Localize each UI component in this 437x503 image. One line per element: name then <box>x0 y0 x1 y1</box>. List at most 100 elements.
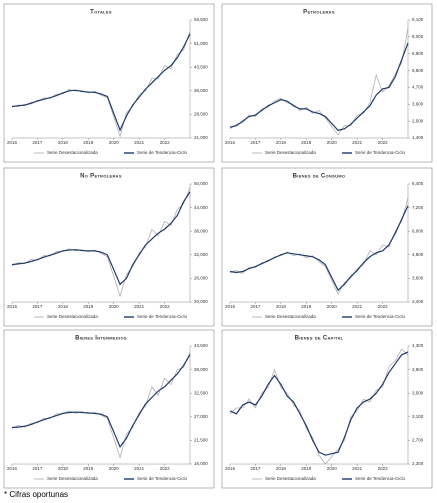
panel: Petroleras 1,400 2,500 3,600 4,700 5,800 6,900… <box>221 3 433 163</box>
y-tick-label: 3,600 <box>412 101 424 106</box>
x-tick-label: 2021 <box>352 304 363 309</box>
x-tick-label: 2016 <box>7 466 18 471</box>
panel-title: Bienes de Consumo <box>293 174 346 180</box>
legend-label: Serie Desestacionalizada <box>47 476 98 481</box>
x-tick-label: 2016 <box>225 466 236 471</box>
x-tick-label: 2020 <box>327 140 338 145</box>
panel-frame <box>3 167 215 327</box>
y-tick-label: 3,100 <box>412 414 424 419</box>
y-tick-label: 50,000 <box>194 181 208 186</box>
x-tick-label: 2019 <box>301 466 312 471</box>
panel: Bienes de Capital 2,300 2,700 3,100 3,500 3,9… <box>221 329 433 489</box>
panel-title: Bienes de Capital <box>295 336 344 342</box>
x-tick-label: 2018 <box>276 304 287 309</box>
x-tick-label: 2019 <box>83 466 94 471</box>
series-line <box>11 30 191 138</box>
x-tick-label: 2022 <box>160 140 171 145</box>
x-tick-label: 2018 <box>276 466 287 471</box>
x-tick-label: 2017 <box>250 140 261 145</box>
y-tick-label: 6,000 <box>412 228 424 233</box>
x-tick-label: 2017 <box>32 140 43 145</box>
x-tick-label: 2017 <box>250 304 261 309</box>
x-tick-label: 2022 <box>378 140 389 145</box>
x-tick-label: 2020 <box>109 466 120 471</box>
x-tick-label: 2016 <box>7 140 18 145</box>
y-tick-label: 2,300 <box>412 461 424 466</box>
x-tick-label: 2016 <box>225 140 236 145</box>
x-tick-label: 2016 <box>225 304 236 309</box>
y-tick-label: 28,500 <box>194 112 208 117</box>
y-tick-label: 38,000 <box>194 367 208 372</box>
x-tick-label: 2020 <box>109 304 120 309</box>
x-tick-label: 2020 <box>109 140 120 145</box>
x-tick-label: 2022 <box>378 304 389 309</box>
panel: No Petroleras 20,000 26,000 32,000 38,000 44,… <box>3 167 215 327</box>
y-tick-label: 1,400 <box>412 135 424 140</box>
y-tick-label: 8,400 <box>412 181 424 186</box>
x-tick-label: 2018 <box>58 140 69 145</box>
x-tick-label: 2016 <box>7 304 18 309</box>
panel-frame <box>3 329 215 489</box>
series-line <box>229 351 409 456</box>
x-tick-label: 2019 <box>83 140 94 145</box>
panel-title: Bienes Intermedios <box>75 336 127 342</box>
footnote: * Cifras oportunas <box>4 490 68 499</box>
legend-label: Serie Desestacionalizada <box>265 150 316 155</box>
y-tick-label: 38,000 <box>194 228 208 233</box>
panel: Bienes Intermedios 16,000 21,500 27,000 32,5… <box>3 329 215 489</box>
y-tick-label: 27,000 <box>194 414 208 419</box>
y-tick-label: 4,800 <box>412 252 424 257</box>
y-tick-label: 21,500 <box>194 438 208 443</box>
legend-label: Serie Desestacionalizada <box>47 314 98 319</box>
x-tick-label: 2019 <box>301 304 312 309</box>
x-tick-label: 2019 <box>83 304 94 309</box>
x-tick-label: 2022 <box>160 466 171 471</box>
x-tick-label: 2020 <box>327 466 338 471</box>
series-line <box>229 205 409 292</box>
panel-title: Totales <box>90 10 112 16</box>
panel: Totales 21,000 28,500 36,000 43,500 51,000 58,… <box>3 3 215 163</box>
x-tick-label: 2018 <box>58 466 69 471</box>
y-tick-label: 5,800 <box>412 68 424 73</box>
y-tick-label: 51,000 <box>194 41 208 46</box>
series-line <box>229 348 409 465</box>
legend-label: Serie Desestacionalizada <box>47 150 98 155</box>
x-tick-label: 2021 <box>134 466 145 471</box>
y-tick-label: 4,300 <box>412 343 424 348</box>
x-tick-label: 2017 <box>32 304 43 309</box>
x-tick-label: 2019 <box>301 140 312 145</box>
panel-frame <box>3 3 215 163</box>
panel: Bienes de Consumo 2,400 3,600 4,800 6,000 7,2… <box>221 167 433 327</box>
y-tick-label: 2,400 <box>412 299 424 304</box>
x-tick-label: 2021 <box>352 466 363 471</box>
y-tick-label: 26,000 <box>194 276 208 281</box>
x-tick-label: 2021 <box>134 140 145 145</box>
legend-label: Serie de Tendencia-Ciclo <box>137 150 187 155</box>
y-tick-label: 21,000 <box>194 135 208 140</box>
y-tick-label: 6,900 <box>412 51 424 56</box>
legend-label: Serie de Tendencia-Ciclo <box>355 314 405 319</box>
y-tick-label: 4,700 <box>412 85 424 90</box>
y-tick-label: 32,500 <box>194 390 208 395</box>
y-tick-label: 43,500 <box>194 343 208 348</box>
y-tick-label: 58,500 <box>194 17 208 22</box>
series-line <box>229 197 409 295</box>
panel-frame <box>221 329 433 489</box>
y-tick-label: 9,100 <box>412 17 424 22</box>
y-tick-label: 32,000 <box>194 252 208 257</box>
y-tick-label: 2,700 <box>412 438 424 443</box>
y-tick-label: 3,600 <box>412 276 424 281</box>
y-tick-label: 3,900 <box>412 367 424 372</box>
series-line <box>11 352 191 459</box>
series-line <box>229 27 409 136</box>
x-tick-label: 2020 <box>327 304 338 309</box>
legend-label: Serie de Tendencia-Ciclo <box>137 314 187 319</box>
panel-frame <box>221 3 433 163</box>
x-tick-label: 2018 <box>276 140 287 145</box>
series-line <box>11 354 191 449</box>
y-tick-label: 7,200 <box>412 205 424 210</box>
x-tick-label: 2021 <box>134 304 145 309</box>
panel-frame <box>221 167 433 327</box>
panel-title: No Petroleras <box>80 174 122 180</box>
